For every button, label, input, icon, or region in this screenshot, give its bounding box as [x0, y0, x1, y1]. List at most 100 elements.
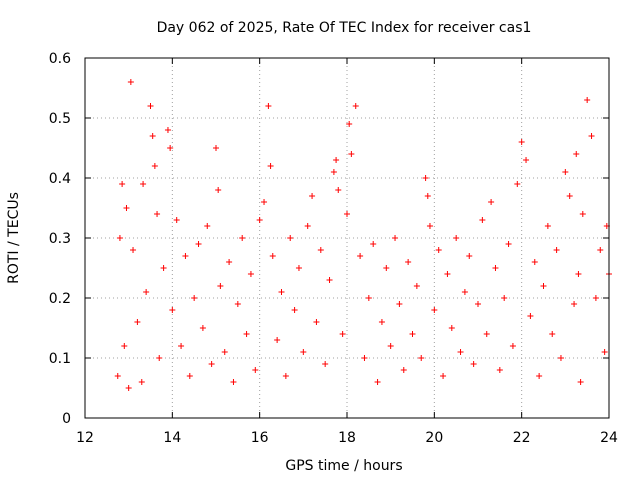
x-tick-label: 16 [251, 430, 269, 446]
data-point-marker [501, 295, 508, 301]
data-point-marker [592, 295, 599, 301]
data-point-marker [167, 145, 174, 151]
data-point-marker [215, 187, 222, 193]
y-tick-label: 0.3 [49, 231, 71, 247]
data-point-marker [413, 283, 420, 289]
data-point-marker [333, 157, 340, 163]
data-point-marker [571, 301, 578, 307]
data-point-marker [579, 211, 586, 217]
data-point-marker [204, 223, 211, 229]
data-point-marker [269, 253, 276, 259]
data-point-marker [396, 301, 403, 307]
data-point-marker [230, 379, 237, 385]
data-point-marker [114, 373, 121, 379]
data-point-marker [400, 367, 407, 373]
data-point-marker [295, 265, 302, 271]
x-tick-labels: 12 14 16 18 20 22 24 [76, 430, 618, 446]
data-point-marker [309, 193, 316, 199]
data-point-marker [601, 349, 608, 355]
data-point-marker [121, 343, 128, 349]
data-point-marker [405, 259, 412, 265]
data-point-marker [274, 337, 281, 343]
data-point-marker [479, 217, 486, 223]
y-tick-label: 0.1 [49, 351, 71, 367]
data-point-marker [138, 379, 145, 385]
data-point-marker [134, 319, 141, 325]
y-tick-label: 0.5 [49, 111, 71, 127]
data-point-marker [562, 169, 569, 175]
data-point-marker [383, 265, 390, 271]
data-point-marker [344, 211, 350, 217]
data-point-marker [575, 271, 582, 277]
data-point-marker [387, 343, 394, 349]
data-point-marker [544, 223, 551, 229]
data-point-marker [164, 127, 171, 133]
data-point-marker [123, 205, 130, 211]
data-point-marker [553, 247, 560, 253]
data-point-marker [239, 235, 246, 241]
x-tick-label: 18 [338, 430, 356, 446]
chart-title: Day 062 of 2025, Rate Of TEC Index for r… [157, 20, 532, 36]
data-point-marker [470, 361, 477, 367]
data-point-marker [374, 379, 381, 385]
x-tick-label: 12 [76, 430, 94, 446]
data-point-marker [357, 253, 364, 259]
data-point-marker [527, 313, 534, 319]
data-point-marker [267, 163, 274, 169]
data-point-marker [313, 319, 320, 325]
data-point-marker [492, 265, 499, 271]
data-point-marker [234, 301, 241, 307]
data-point-marker [317, 247, 324, 253]
y-axis-label: ROTI / TECUs [6, 192, 22, 284]
data-point-marker [577, 379, 584, 385]
data-point-marker [448, 325, 455, 331]
y-tick-label: 0 [62, 411, 71, 427]
data-point-marker [335, 187, 342, 193]
data-point-marker [256, 217, 263, 223]
data-point-marker [287, 235, 294, 241]
data-point-marker [278, 289, 285, 295]
axis-ticks [84, 57, 610, 419]
data-point-marker [409, 331, 416, 337]
data-point-marker [573, 151, 580, 157]
y-tick-labels: 0 0.1 0.2 0.3 0.4 0.5 0.6 [49, 51, 71, 427]
data-point-marker [557, 355, 564, 361]
data-point-marker [426, 223, 433, 229]
data-point-marker [370, 241, 377, 247]
x-tick-label: 20 [425, 430, 443, 446]
data-point-marker [378, 319, 385, 325]
data-point-marker [147, 103, 154, 109]
data-point-marker [365, 295, 372, 301]
data-point-marker [536, 373, 543, 379]
data-point-marker [252, 367, 259, 373]
data-point-marker [505, 241, 512, 247]
data-point-marker [330, 169, 337, 175]
data-point-marker [514, 181, 521, 187]
data-point-marker [213, 145, 219, 151]
data-point-marker [291, 307, 298, 313]
data-point-marker [130, 247, 137, 253]
data-point-marker [143, 289, 150, 295]
data-point-marker [151, 163, 158, 169]
data-point-marker [584, 97, 591, 103]
data-point-marker [221, 349, 228, 355]
data-point-marker [453, 235, 460, 241]
data-point-marker [282, 373, 289, 379]
data-point-marker [300, 349, 307, 355]
data-point-marker [125, 385, 132, 391]
x-tick-label: 22 [513, 430, 531, 446]
grid-lines [85, 58, 609, 418]
data-point-marker [261, 199, 268, 205]
data-point-marker [178, 343, 185, 349]
data-point-marker [509, 343, 516, 349]
data-point-marker [440, 373, 447, 379]
data-point-marker [156, 355, 163, 361]
data-point-marker [435, 247, 442, 253]
y-tick-label: 0.4 [49, 171, 71, 187]
data-point-marker [217, 283, 224, 289]
data-point-marker [518, 139, 525, 145]
data-point-marker [444, 271, 451, 277]
data-point-marker [348, 151, 355, 157]
